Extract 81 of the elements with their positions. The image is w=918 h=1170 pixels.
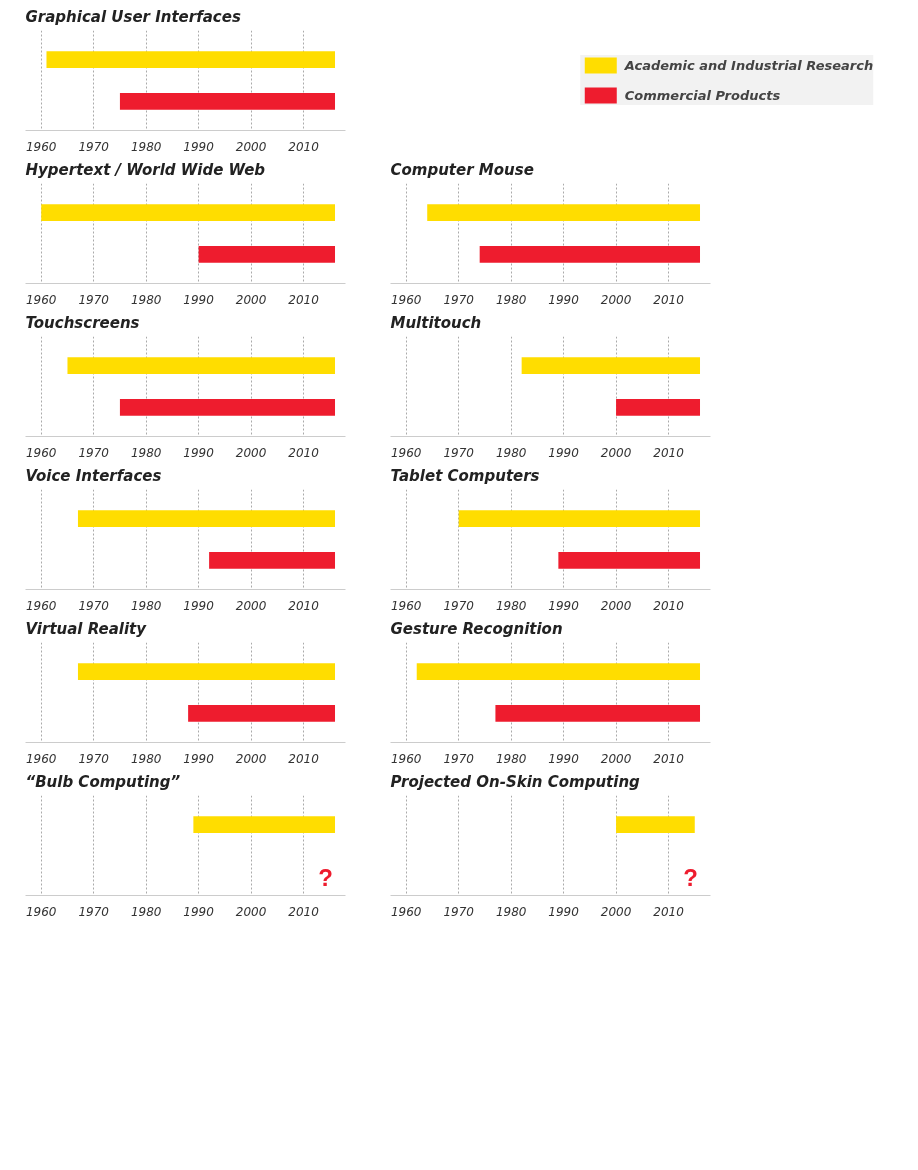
x-tick-label: 1990 (548, 598, 580, 613)
x-tick-label: 1970 (443, 598, 475, 613)
x-tick-label: 2000 (600, 751, 632, 766)
chart-title: Gesture Recognition (390, 619, 563, 638)
x-tick-label: 2000 (600, 904, 632, 919)
x-tick-label: 1990 (183, 292, 215, 307)
x-tick-label: 1990 (183, 904, 215, 919)
x-tick-label: 2010 (288, 598, 320, 613)
x-tick-label: 1970 (78, 904, 110, 919)
x-tick-label: 2010 (653, 445, 685, 460)
x-tick-label: 1960 (25, 292, 57, 307)
legend-label: Academic and Industrial Research (624, 57, 874, 73)
x-tick-label: 2010 (288, 139, 320, 154)
x-tick-label: 1960 (25, 904, 57, 919)
x-tick-label: 1960 (25, 598, 57, 613)
x-tick-label: 1980 (495, 445, 527, 460)
x-tick-label: 1960 (25, 445, 57, 460)
x-tick-label: 1960 (25, 751, 57, 766)
x-tick-label: 2000 (600, 598, 632, 613)
chart-title: “Bulb Computing” (25, 772, 181, 791)
x-tick-label: 2000 (235, 292, 267, 307)
x-tick-label: 2000 (235, 139, 267, 154)
x-tick-label: 1980 (130, 751, 162, 766)
x-tick-label: 1980 (495, 598, 527, 613)
x-tick-label: 2010 (288, 292, 320, 307)
x-tick-label: 1980 (130, 445, 162, 460)
x-tick-label: 1990 (548, 904, 580, 919)
x-tick-label: 2000 (600, 445, 632, 460)
x-tick-label: 2010 (288, 751, 320, 766)
x-tick-label: 1970 (78, 139, 110, 154)
x-tick-label: 1990 (548, 292, 580, 307)
x-tick-label: 1990 (183, 598, 215, 613)
chart-title: Graphical User Interfaces (25, 7, 241, 26)
x-tick-label: 1980 (495, 751, 527, 766)
x-tick-label: 1960 (390, 598, 422, 613)
x-tick-label: 1960 (390, 751, 422, 766)
x-tick-label: 1980 (130, 904, 162, 919)
x-tick-label: 2010 (288, 904, 320, 919)
chart-title: Computer Mouse (390, 160, 534, 179)
x-tick-label: 2000 (235, 445, 267, 460)
chart-title: Multitouch (390, 313, 482, 332)
x-tick-label: 2000 (235, 751, 267, 766)
chart-title: Hypertext / World Wide Web (25, 160, 266, 179)
x-tick-label: 1990 (183, 751, 215, 766)
x-tick-label: 2010 (653, 292, 685, 307)
x-tick-label: 1970 (78, 292, 110, 307)
x-tick-label: 1970 (443, 751, 475, 766)
x-tick-label: 1960 (25, 139, 57, 154)
x-tick-label: 1970 (443, 292, 475, 307)
x-tick-label: 1960 (390, 904, 422, 919)
x-tick-label: 2010 (288, 445, 320, 460)
x-tick-label: 2000 (235, 904, 267, 919)
x-tick-label: 1980 (495, 292, 527, 307)
x-tick-label: 2010 (653, 598, 685, 613)
x-tick-label: 2000 (600, 292, 632, 307)
x-tick-label: 1980 (130, 292, 162, 307)
x-tick-label: 1960 (390, 445, 422, 460)
x-tick-label: 1990 (548, 445, 580, 460)
x-tick-label: 1990 (183, 445, 215, 460)
x-tick-label: 1970 (78, 445, 110, 460)
chart-title: Projected On-Skin Computing (390, 772, 641, 791)
chart-title: Tablet Computers (390, 466, 540, 485)
x-tick-label: 1970 (443, 904, 475, 919)
annotation: ? (318, 864, 333, 891)
x-tick-label: 2000 (235, 598, 267, 613)
x-tick-label: 1970 (78, 598, 110, 613)
x-tick-label: 2010 (653, 904, 685, 919)
x-tick-label: 2010 (653, 751, 685, 766)
chart-title: Voice Interfaces (25, 466, 162, 485)
x-tick-label: 1990 (183, 139, 215, 154)
annotation: ? (683, 864, 698, 891)
x-tick-label: 1970 (78, 751, 110, 766)
x-tick-label: 1980 (495, 904, 527, 919)
x-tick-label: 1970 (443, 445, 475, 460)
chart-title: Touchscreens (25, 313, 140, 332)
x-tick-label: 1980 (130, 139, 162, 154)
legend-label: Commercial Products (624, 87, 781, 103)
x-tick-label: 1960 (390, 292, 422, 307)
x-tick-label: 1980 (130, 598, 162, 613)
x-tick-label: 1990 (548, 751, 580, 766)
chart-title: Virtual Reality (25, 619, 148, 638)
